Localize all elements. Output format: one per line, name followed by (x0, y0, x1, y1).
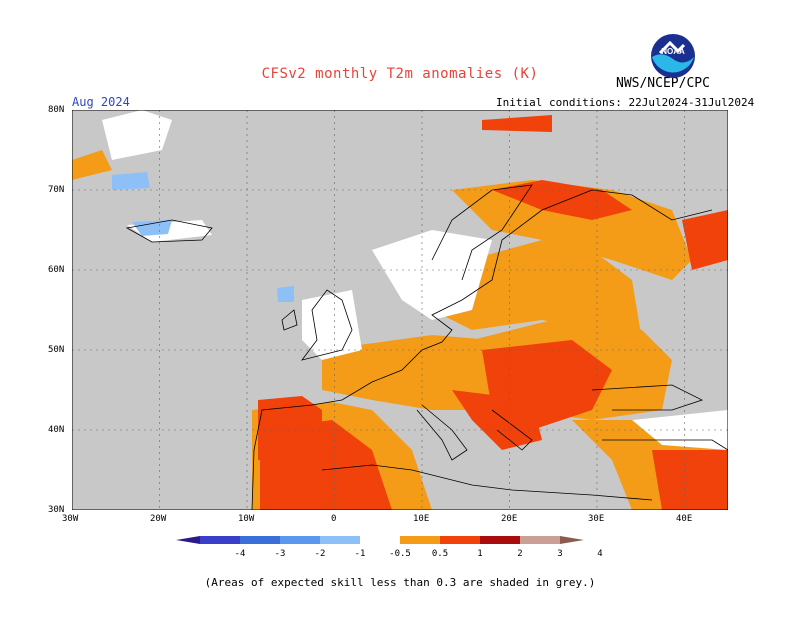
lat-label: 40N (48, 425, 65, 435)
lon-label: 10E (413, 514, 430, 524)
colorbar-min-arrow (176, 536, 200, 544)
noaa-logo-icon: NOAA (651, 34, 695, 78)
colorbar-segment (480, 536, 520, 544)
initial-conditions: Initial conditions: 22Jul2024-31Jul2024 (496, 96, 755, 109)
colorbar-segment (360, 536, 400, 544)
colorbar-segment (280, 536, 320, 544)
logo-text: NOAA (661, 47, 685, 56)
lon-label: 0 (331, 514, 337, 524)
colorbar-tick-label: -2 (315, 549, 326, 559)
colorbar-tick-label: -3 (275, 549, 286, 559)
colorbar-segment (520, 536, 560, 544)
colorbar-tick-label: 3 (557, 549, 562, 559)
colorbar-segment (320, 536, 360, 544)
colorbar-tick-label: 4 (597, 549, 602, 559)
colorbar-tick-label: -0.5 (389, 549, 411, 559)
lat-label: 70N (48, 185, 65, 195)
agency-label: NWS/NCEP/CPC (616, 76, 710, 91)
colorbar-tick-label: 1 (477, 549, 482, 559)
graticule (72, 110, 728, 510)
cool-anomaly-regions (112, 172, 294, 302)
lon-label: 20W (150, 514, 167, 524)
colorbar: -4 -3 -2 -1 -0.5 0.5 1 2 3 4 (176, 536, 603, 559)
lon-label: 40E (676, 514, 693, 524)
colorbar-segment (400, 536, 440, 544)
lat-label: 50N (48, 345, 65, 355)
forecast-month: Aug 2024 (72, 95, 130, 109)
colorbar-segment (240, 536, 280, 544)
colorbar-tick-label: 2 (517, 549, 522, 559)
colorbar-tick-label: -1 (355, 549, 366, 559)
lat-label: 60N (48, 265, 65, 275)
chart-title: CFSv2 monthly T2m anomalies (K) (261, 66, 539, 82)
colorbar-max-arrow (560, 536, 584, 544)
lon-label: 20E (501, 514, 518, 524)
anomaly-map (72, 110, 728, 510)
near-normal-regions (102, 110, 728, 450)
colorbar-tick-label: 0.5 (432, 549, 448, 559)
lon-label: 10W (238, 514, 255, 524)
coastlines (125, 184, 728, 510)
lon-label: 30E (588, 514, 605, 524)
colorbar-segment (200, 536, 240, 544)
lat-label: 30N (48, 505, 65, 515)
colorbar-segment (440, 536, 480, 544)
colorbar-tick-label: -4 (235, 549, 246, 559)
lon-label: 30W (62, 514, 79, 524)
lat-label: 80N (48, 105, 65, 115)
skill-footnote: (Areas of expected skill less than 0.3 a… (204, 576, 596, 589)
